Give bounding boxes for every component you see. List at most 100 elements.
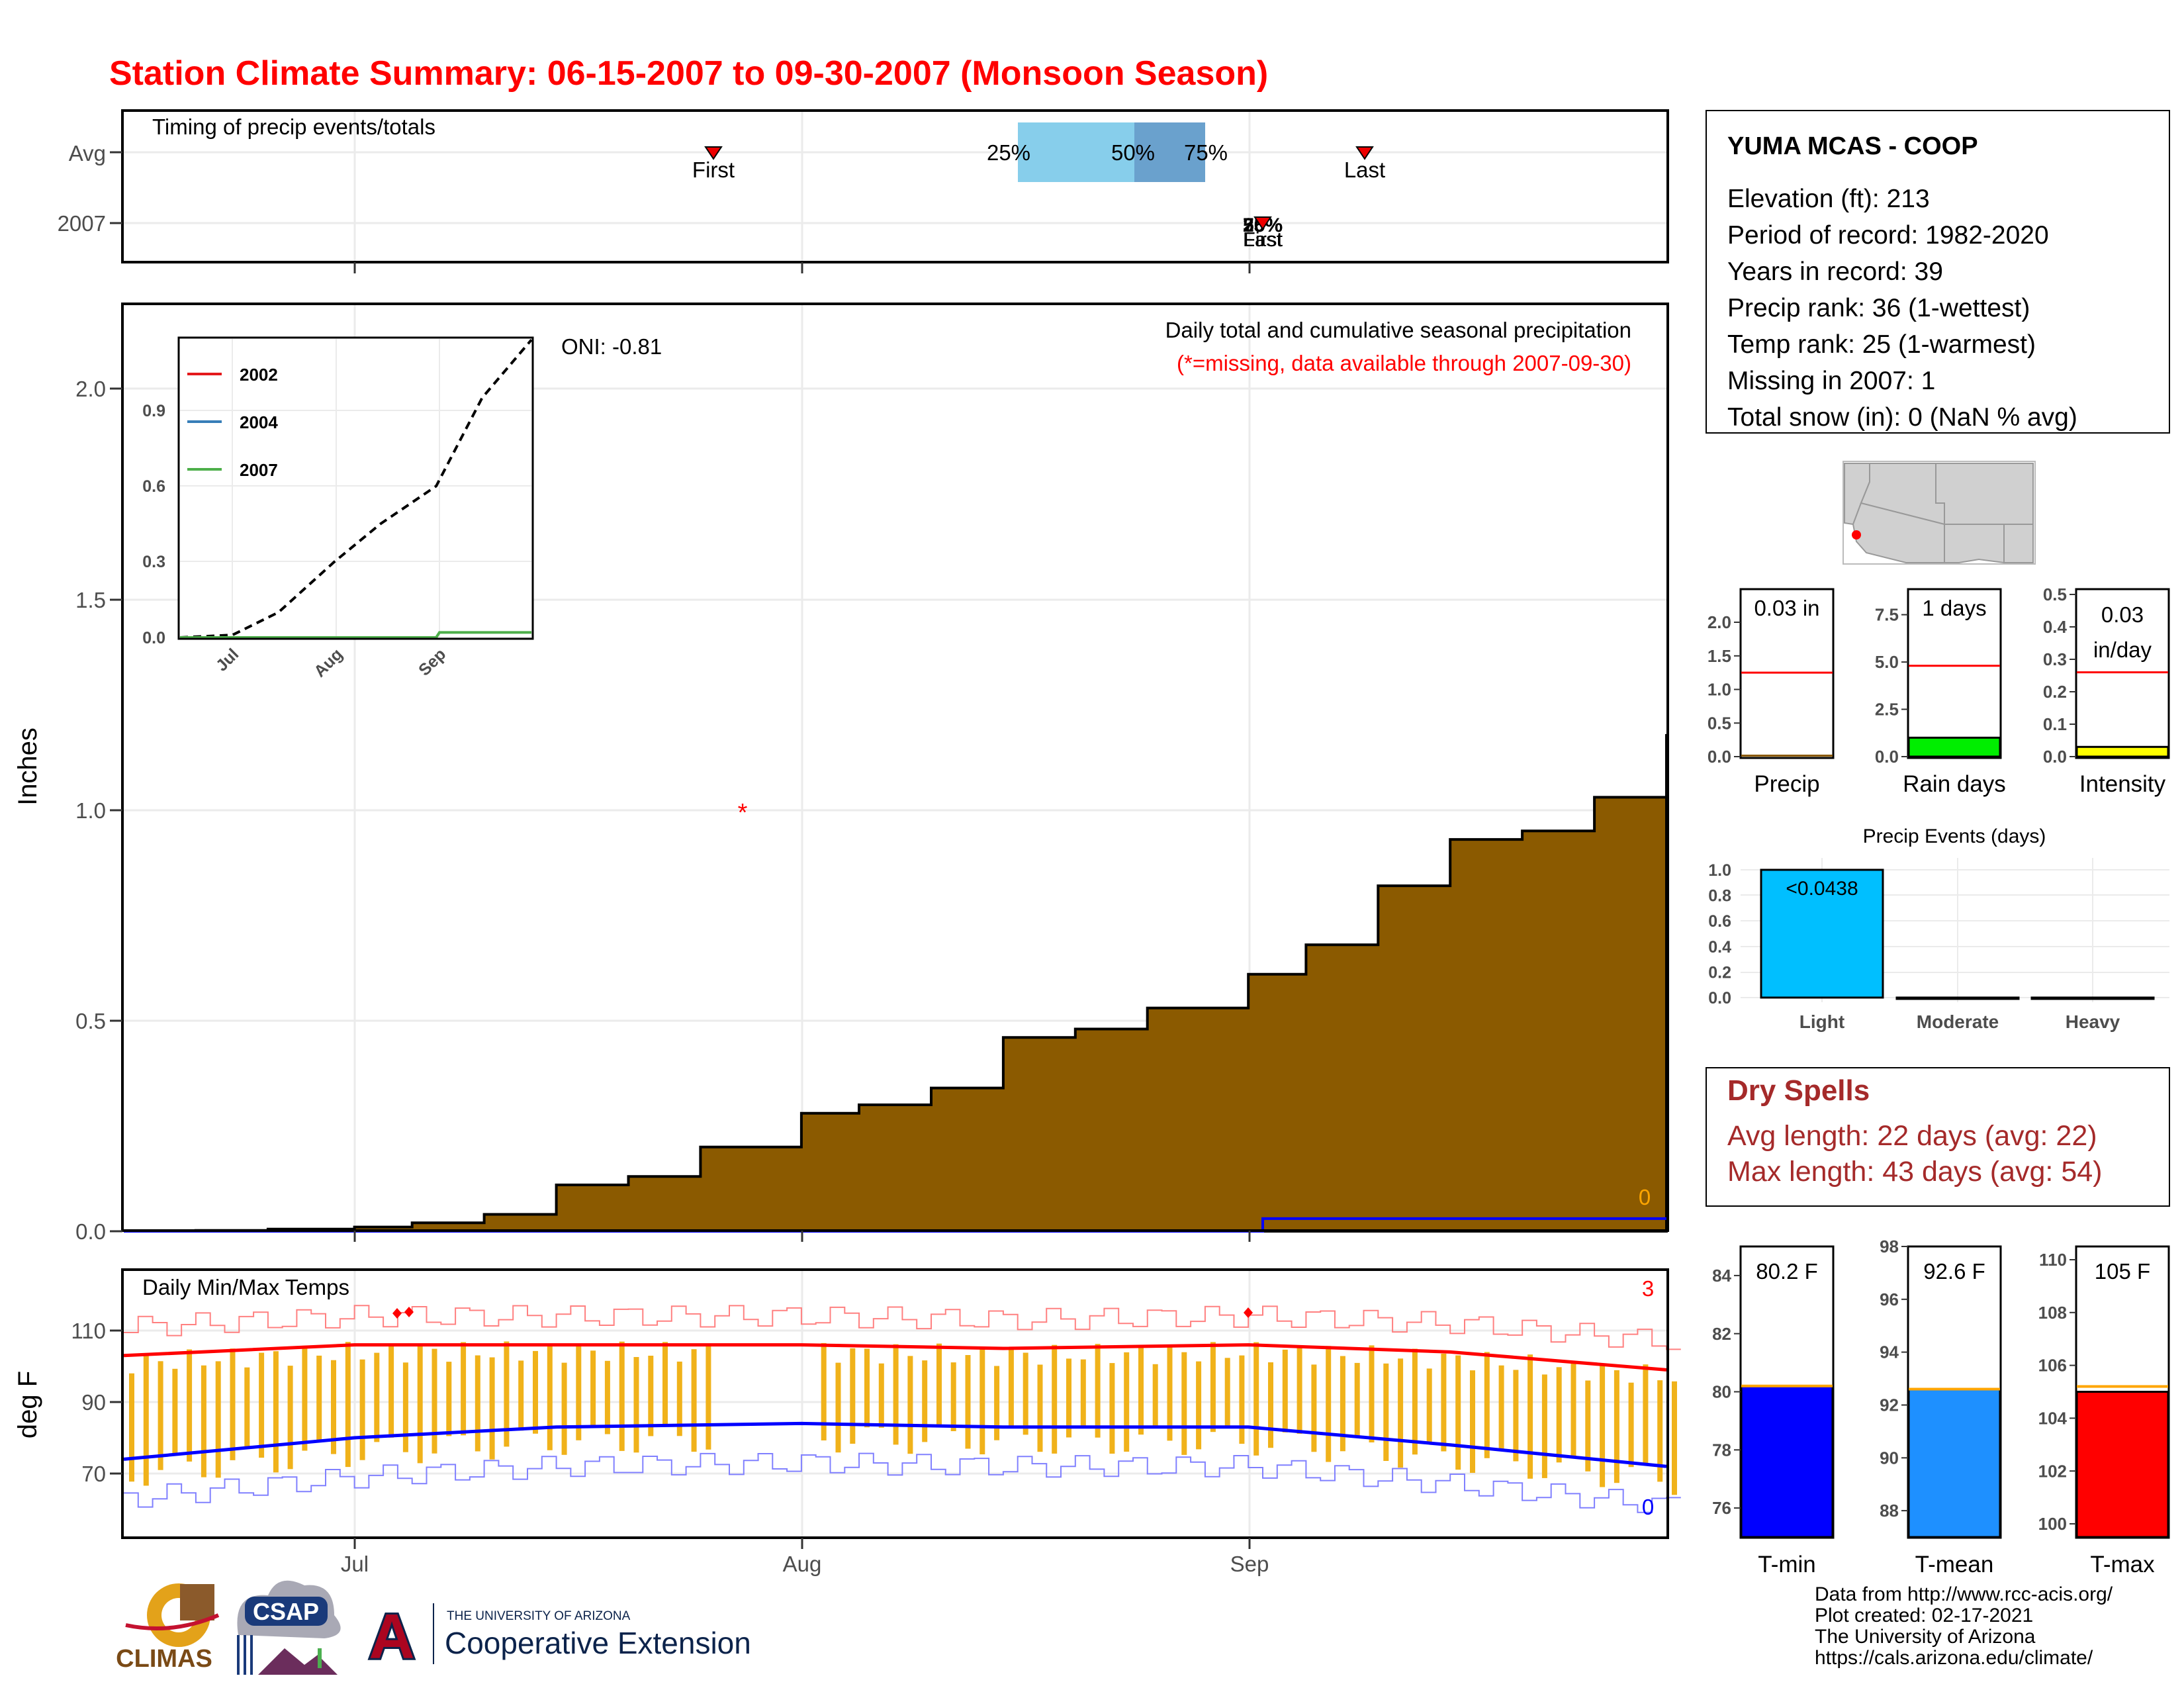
precip-ytick-15: 1.5	[75, 588, 106, 612]
daily-temp-bar	[215, 1361, 221, 1478]
tb-mean-ticks-label: 96	[1880, 1289, 1899, 1309]
daily-temp-bar	[907, 1356, 913, 1454]
station-years: Years in record: 39	[1727, 258, 1943, 286]
precip-panel: Daily total and cumulative seasonal prec…	[13, 303, 1669, 1244]
daily-temp-bar	[691, 1349, 697, 1452]
tb-min-ticks-label: 78	[1712, 1440, 1731, 1460]
timing-row-2007: 2007	[58, 211, 106, 236]
tmax-value: 105 F	[2095, 1259, 2150, 1284]
daily-temp-bar	[590, 1350, 596, 1427]
avg-pct-bar-25-50	[1018, 122, 1134, 182]
first-label: First	[692, 158, 735, 182]
temps-max-count: 3	[1642, 1276, 1654, 1301]
tmean-value: 92.6 F	[1923, 1259, 1985, 1284]
daily-temp-bar	[331, 1360, 336, 1454]
precip-ytick-2: 2.0	[75, 377, 106, 401]
daily-temp-bar	[1643, 1364, 1649, 1465]
dry-spells-avg: Avg length: 22 days (avg: 22)	[1727, 1120, 2097, 1152]
page-title: Station Climate Summary: 06-15-2007 to 0…	[109, 54, 1268, 93]
ua-big-text: Cooperative Extension	[445, 1626, 751, 1660]
csap-logo: CSAP	[237, 1580, 341, 1675]
daily-temp-bar	[533, 1350, 538, 1434]
daily-temp-bar	[518, 1360, 524, 1431]
events-tick-label: 0.8	[1708, 887, 1731, 906]
dry-spells-box: Dry Spells Avg length: 22 days (avg: 22)…	[1706, 1067, 2170, 1207]
timing-pct-50: 50%	[1111, 140, 1155, 165]
csap-logo-text: CSAP	[253, 1598, 319, 1625]
station-period: Period of record: 1982-2020	[1727, 221, 2049, 250]
daily-temp-bar	[187, 1349, 193, 1462]
first-2007-label: First	[1243, 228, 1283, 251]
mini-precip-chart: 0.03 in Precip 0.0 0.5 1.0 1.5 2.0	[1707, 588, 1835, 797]
daily-temp-bar	[878, 1363, 884, 1428]
daily-temp-bar	[850, 1348, 856, 1444]
daily-temp-bar	[1311, 1364, 1317, 1452]
tmean-chart: 92.6 F T-mean 88 90 92 94 96 98	[1880, 1237, 2002, 1577]
daily-temp-bar	[172, 1368, 178, 1456]
daily-temp-bar	[1297, 1348, 1302, 1434]
tb-max-ticks-label: 106	[2038, 1356, 2067, 1376]
daily-temp-bar	[633, 1357, 639, 1453]
tmin-bar	[1740, 1385, 1834, 1538]
daily-temp-bar	[1326, 1346, 1332, 1462]
tb-max-ticks-label: 100	[2038, 1514, 2067, 1534]
daily-temp-bar	[504, 1341, 510, 1447]
mini-precip-ticks: 0.0 0.5 1.0 1.5 2.0	[1707, 612, 1741, 767]
mini-intensity-label: Intensity	[2079, 771, 2166, 797]
mb-rain-ticks-label: 2.5	[1875, 700, 1899, 720]
events-bars	[1760, 868, 2155, 1000]
avg-max-line	[123, 1343, 1667, 1372]
timing-pct-75: 75%	[1184, 140, 1228, 165]
university-arizona-logo: A THE UNIVERSITY OF ARIZONA Cooperative …	[367, 1599, 751, 1674]
daily-temp-bar	[662, 1342, 668, 1426]
events-tick-label: 0.4	[1708, 938, 1731, 957]
timing-pct-25: 25%	[987, 140, 1030, 165]
daily-temp-bar	[576, 1344, 582, 1440]
station-snow: Total snow (in): 0 (NaN % avg)	[1727, 403, 2077, 432]
mb-int-ticks-label: 0.3	[2043, 649, 2067, 669]
events-cat-heavy: Heavy	[2066, 1011, 2120, 1032]
daily-temp-bar	[1484, 1352, 1490, 1458]
daily-temp-bar	[432, 1348, 437, 1454]
inset-ytick-06: 0.6	[142, 477, 165, 496]
mini-raindays-value: 1 days	[1922, 596, 1986, 620]
mini-precip-value: 0.03 in	[1754, 596, 1819, 620]
daily-temp-bar	[374, 1352, 380, 1442]
daily-temp-bar	[835, 1362, 841, 1453]
temps-ytick-70: 70	[81, 1462, 106, 1486]
temps-panel: Daily Min/Max Temps 3 0 70 90 110 Jul Au…	[13, 262, 1681, 1576]
daily-temp-bar	[950, 1362, 956, 1431]
daily-temp-bar	[1138, 1346, 1144, 1435]
mini-intensity-value-unit: in/day	[2093, 637, 2152, 662]
precip-subtitle: (*=missing, data available through 2007-…	[1177, 351, 1631, 375]
mb-precip-ticks-label: 1.5	[1707, 646, 1731, 666]
daily-temp-bar	[129, 1373, 134, 1482]
precip-y-label: Inches	[13, 727, 42, 806]
inset-legend-2004: 2004	[240, 412, 278, 432]
tmean-ticks: 88 90 92 94 96 98	[1880, 1237, 1908, 1521]
daily-temp-bar	[1253, 1342, 1259, 1456]
daily-temp-bar	[1585, 1380, 1591, 1472]
temps-label: Daily Min/Max Temps	[142, 1275, 349, 1299]
precip-ytick-0: 0.0	[75, 1219, 106, 1244]
daily-temp-bar	[705, 1346, 711, 1450]
daily-temp-bar	[287, 1366, 293, 1470]
daily-temp-bar	[1570, 1360, 1576, 1457]
mb-rain-ticks-label: 5.0	[1875, 652, 1899, 672]
daily-temp-bar	[619, 1341, 625, 1451]
tmean-bar	[1907, 1388, 2001, 1538]
daily-temp-bar	[1124, 1352, 1130, 1452]
tb-mean-ticks-label: 92	[1880, 1395, 1899, 1415]
events-ticks: 0.0 0.2 0.4 0.6 0.8 1.0	[1708, 861, 1731, 1008]
footer-url: https://cals.arizona.edu/climate/	[1815, 1647, 2093, 1669]
events-tick-label: 1.0	[1708, 861, 1731, 880]
daily-temp-bar	[1052, 1344, 1058, 1454]
daily-temp-bar	[1441, 1353, 1447, 1452]
station-info-box: YUMA MCAS - COOP Elevation (ft): 213 Per…	[1706, 110, 2170, 434]
daily-temp-bar	[259, 1352, 265, 1458]
tmin-ticks: 76 78 80 82 84	[1712, 1266, 1741, 1518]
mb-precip-ticks-label: 0.5	[1707, 713, 1731, 733]
daily-temp-bar	[1239, 1355, 1245, 1444]
daily-temp-bar	[143, 1354, 149, 1486]
